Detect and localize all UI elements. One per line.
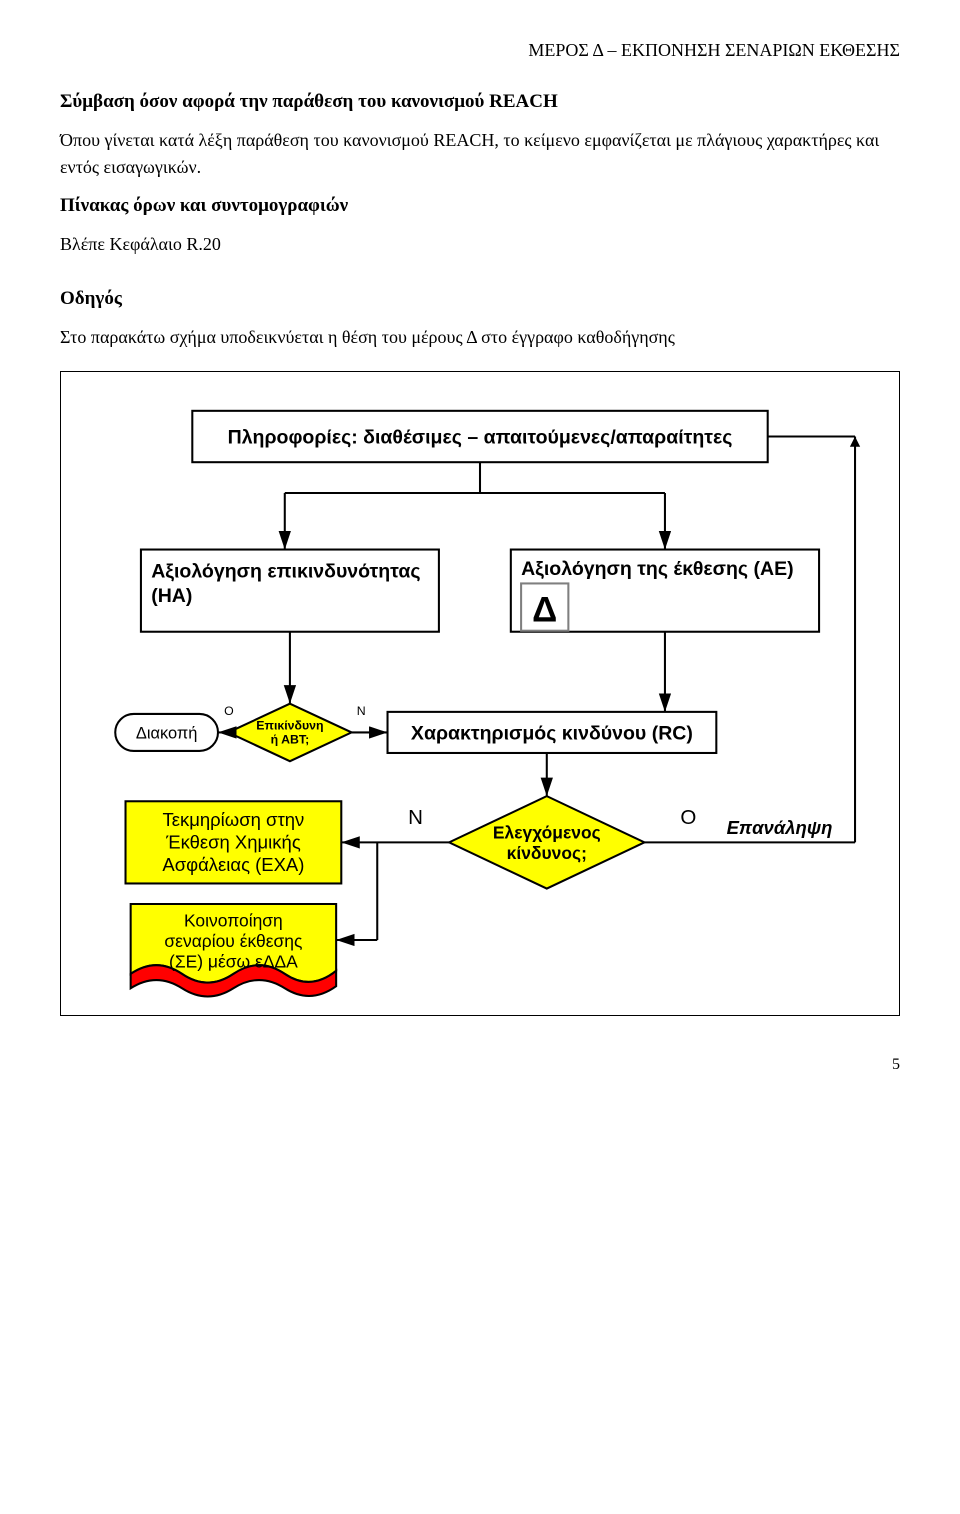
edge-label-n2: Ν [408, 806, 423, 829]
paragraph-2: Βλέπε Κεφάλαιο R.20 [60, 231, 900, 258]
node-edda-label-2: σεναρίου έκθεσης [164, 931, 302, 951]
section-title-1: Σύμβαση όσον αφορά την παράθεση του κανο… [60, 91, 900, 113]
node-ha-label-2: (HA) [151, 585, 192, 607]
header-right: ΜΕΡΟΣ Δ – ΕΚΠΟΝΗΣΗ ΣΕΝΑΡΙΩΝ ΕΚΘΕΣΗΣ [60, 40, 900, 61]
node-edda-label-3: (ΣΕ) μέσω εΔΔΑ [169, 952, 298, 972]
paragraph-3: Στο παρακάτω σχήμα υποδεικνύεται η θέση … [60, 324, 900, 351]
node-echa-label-2: Έκθεση Χημικής [165, 832, 301, 853]
section-title-2: Πίνακας όρων και συντομογραφιών [60, 195, 900, 217]
node-echa-label-1: Τεκμηρίωση στην [163, 809, 305, 830]
page-number: 5 [60, 1056, 900, 1074]
node-edda-label-1: Κοινοποίηση [184, 911, 283, 931]
section-title-3: Οδηγός [60, 288, 900, 310]
node-decision1-label-1: Επικίνδυνη [256, 718, 323, 732]
node-info-label: Πληροφορίες: διαθέσιμες – απαιτούμενες/α… [228, 427, 733, 449]
edge-label-o2: Ο [680, 806, 696, 829]
node-decision1-label-2: ή ΑΒΤ; [271, 733, 310, 747]
node-decision2-label-2: κίνδυνος; [507, 843, 587, 863]
node-decision2-label-1: Ελεγχόμενος [493, 822, 601, 842]
flowchart-svg: Πληροφορίες: διαθέσιμες – απαιτούμενες/α… [69, 380, 891, 1007]
flowchart-container: Πληροφορίες: διαθέσιμες – απαιτούμενες/α… [60, 371, 900, 1016]
edge-label-o1: Ο [224, 704, 234, 718]
node-ae-label: Αξιολόγηση της έκθεσης (ΑΕ) [521, 558, 794, 580]
node-echa-label-3: Ασφάλειας (ΕΧΑ) [162, 854, 304, 875]
node-ha-label-1: Αξιολόγηση επικινδυνότητας [151, 560, 420, 582]
node-stop-label: Διακοπή [136, 725, 198, 743]
node-repeat-label: Επανάληψη [727, 817, 833, 838]
node-rc-label: Χαρακτηρισμός κινδύνου (RC) [411, 723, 693, 745]
edge-label-n1: Ν [357, 704, 366, 718]
paragraph-1: Όπου γίνεται κατά λέξη παράθεση του κανο… [60, 127, 900, 181]
node-delta-label: Δ [532, 590, 557, 629]
